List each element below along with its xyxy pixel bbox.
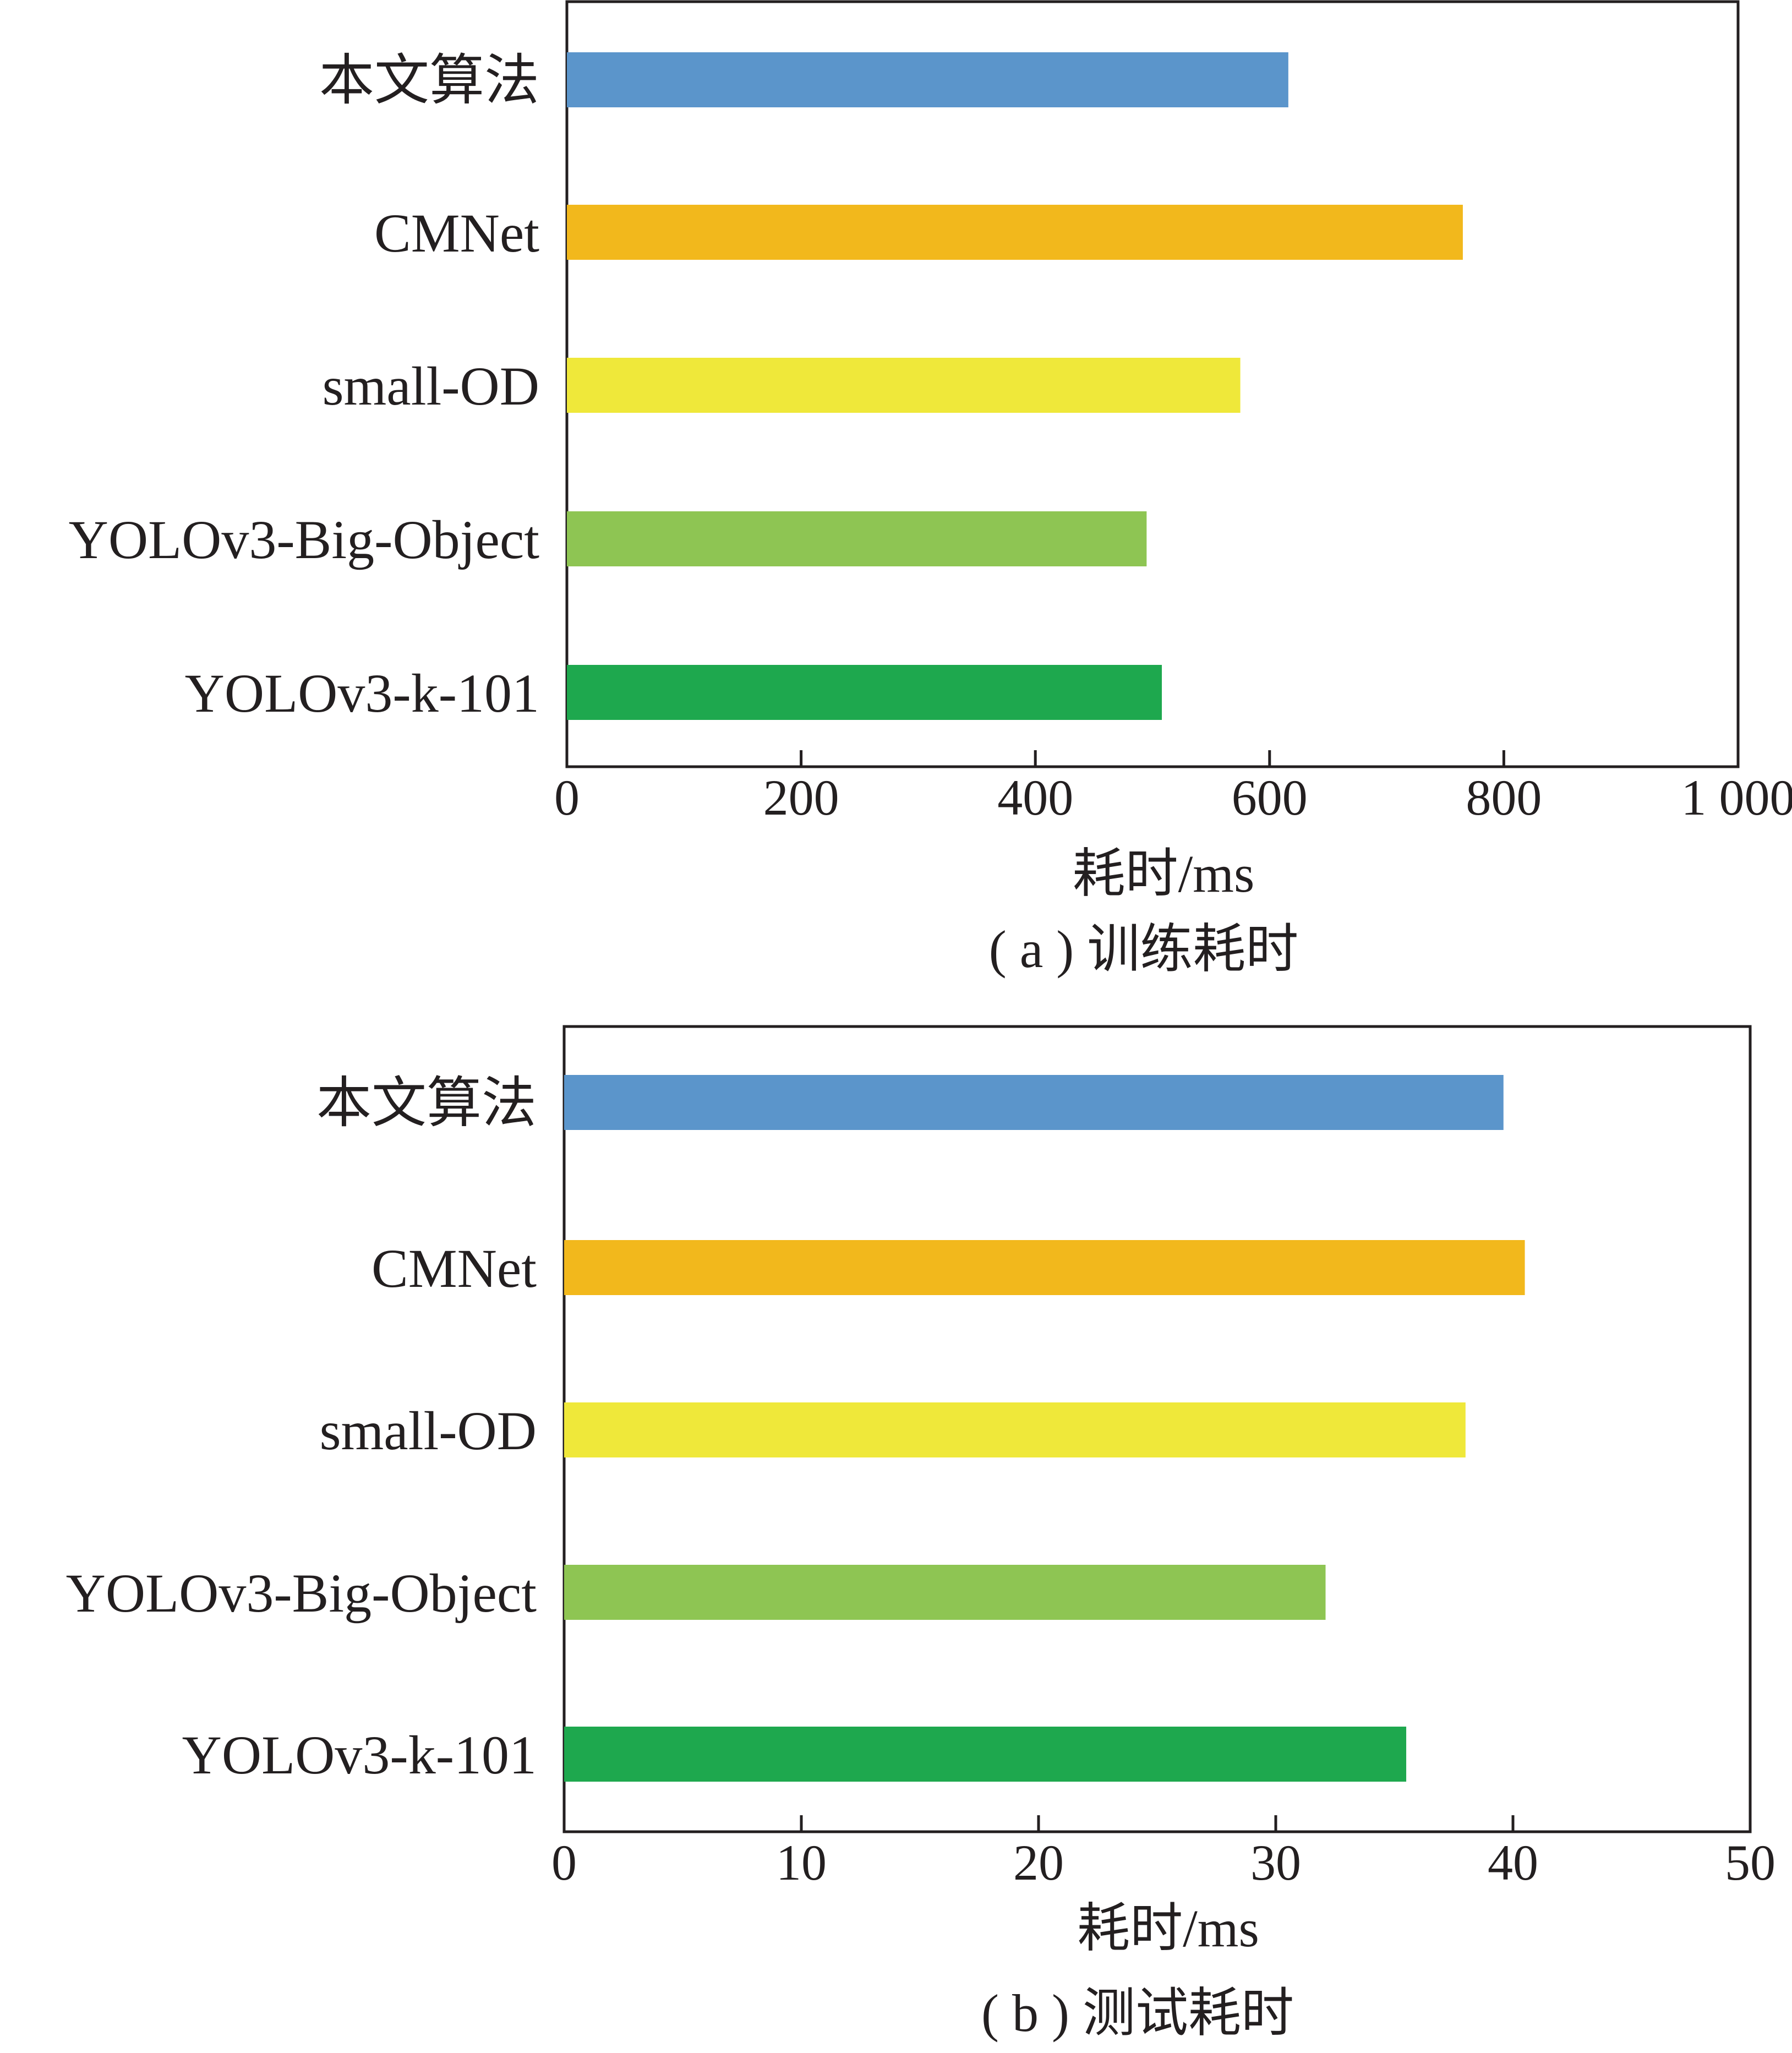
category-label-2: small-OD xyxy=(320,1400,537,1461)
category-label-3: YOLOv3-Big-Object xyxy=(66,1563,537,1624)
chart-panel-b: 本文算法 CMNet small-OD YOLOv3-Big-Object YOLOv3… xyxy=(66,1025,1775,2043)
panel-caption: ( b ) 测试耗时 xyxy=(981,1984,1294,2043)
x-tick-label-5: 50 xyxy=(1725,1834,1775,1891)
category-label-0: 本文算法 xyxy=(316,1073,537,1134)
x-tick-label-5: 1 000 xyxy=(1681,769,1792,826)
bar-1 xyxy=(567,205,1463,260)
category-label-0: 本文算法 xyxy=(319,50,539,111)
bar-3 xyxy=(567,511,1147,566)
x-axis-label: 耗时/ms xyxy=(1073,844,1255,903)
bar-1 xyxy=(564,1240,1525,1295)
x-tick-label-0: 0 xyxy=(551,1834,577,1891)
x-tick-label-1: 10 xyxy=(776,1834,827,1891)
category-label-1: CMNet xyxy=(374,203,539,264)
x-tick-label-2: 20 xyxy=(1013,1834,1064,1891)
chart-panel-a: 本文算法 CMNet small-OD YOLOv3-Big-Object YOLOv3… xyxy=(69,0,1792,979)
bar-0 xyxy=(564,1075,1504,1130)
bar-4 xyxy=(567,665,1162,720)
x-tick-label-2: 400 xyxy=(997,769,1073,826)
bar-3 xyxy=(564,1565,1326,1620)
category-label-2: small-OD xyxy=(323,356,539,417)
x-tick-label-0: 0 xyxy=(554,769,580,826)
x-tick-label-3: 600 xyxy=(1232,769,1308,826)
category-label-4: YOLOv3-k-101 xyxy=(185,663,539,724)
x-tick-label-3: 30 xyxy=(1250,1834,1301,1891)
category-label-4: YOLOv3-k-101 xyxy=(182,1724,537,1786)
x-tick-label-4: 800 xyxy=(1466,769,1542,826)
category-label-1: CMNet xyxy=(371,1238,537,1299)
bar-2 xyxy=(564,1402,1466,1457)
bar-4 xyxy=(564,1727,1407,1782)
bar-2 xyxy=(567,358,1241,413)
x-tick-label-4: 40 xyxy=(1488,1834,1538,1891)
panel-caption: ( a ) 训练耗时 xyxy=(989,920,1299,979)
x-tick-label-1: 200 xyxy=(763,769,839,826)
x-axis-label: 耗时/ms xyxy=(1077,1899,1259,1958)
category-label-3: YOLOv3-Big-Object xyxy=(69,509,540,570)
bar-0 xyxy=(567,52,1288,107)
